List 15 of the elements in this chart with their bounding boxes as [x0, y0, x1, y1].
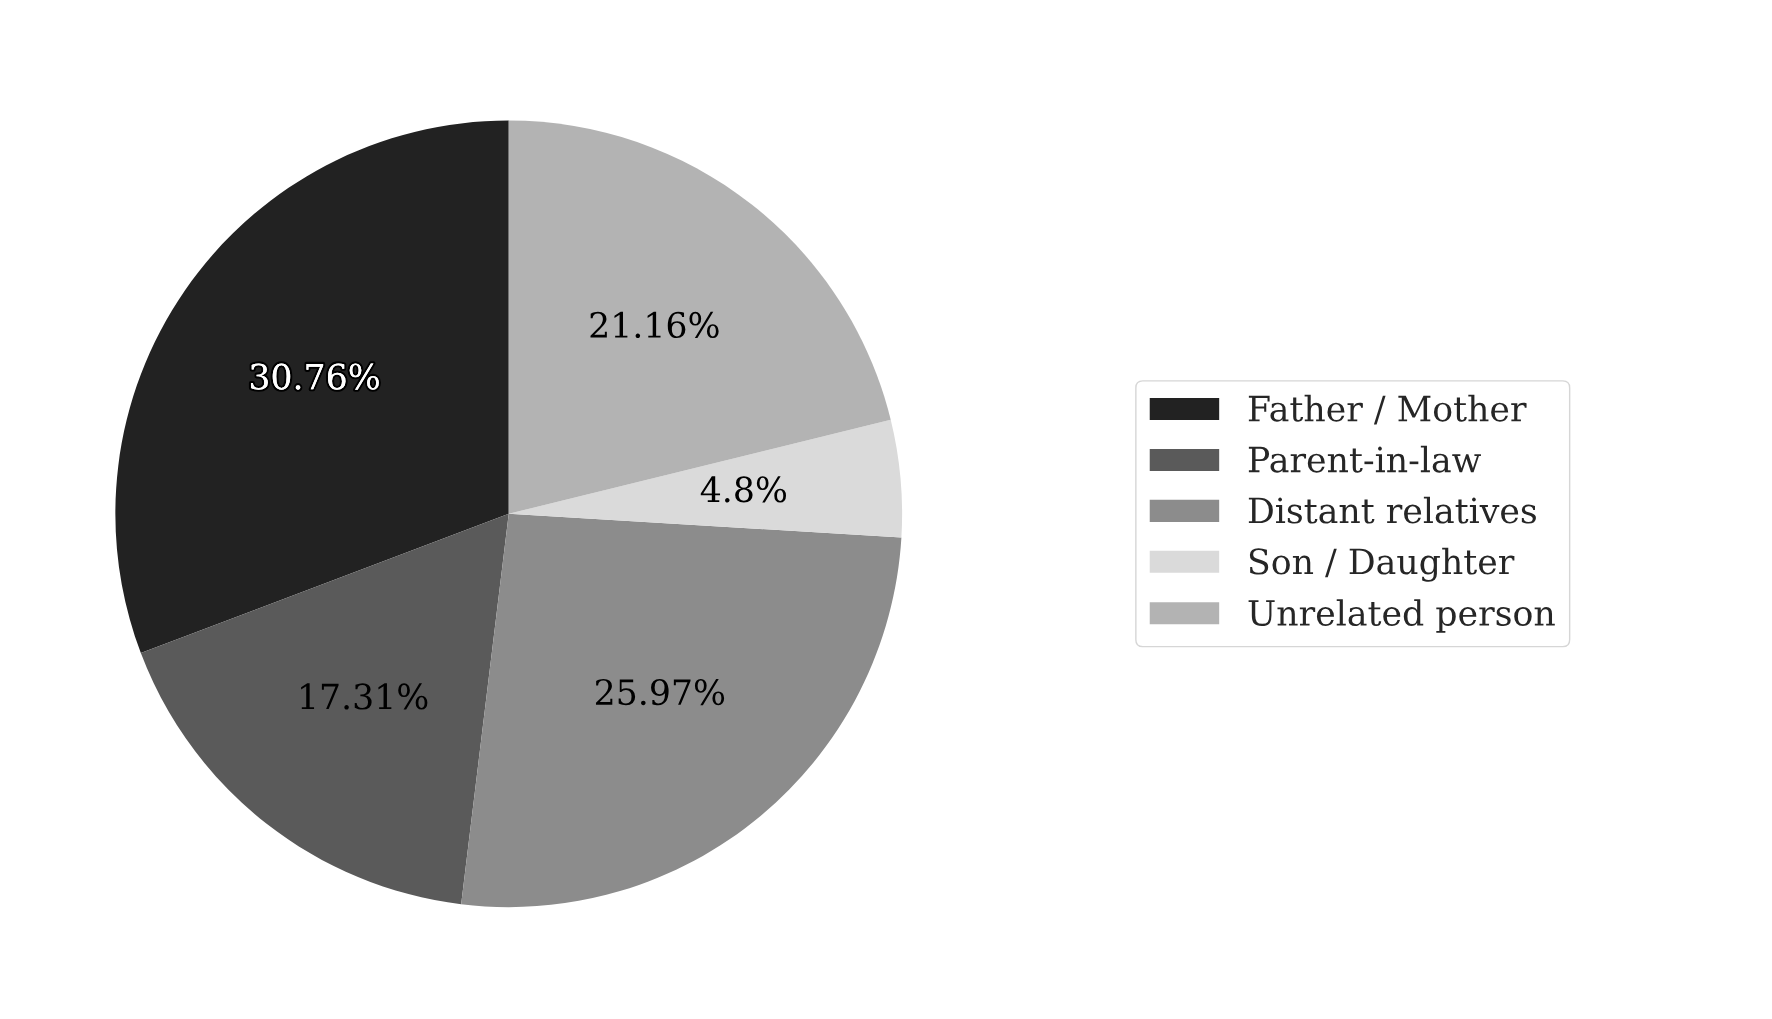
- data-label: 30.76%: [250, 363, 379, 390]
- pie-slice: [461, 513, 902, 908]
- pie-slice: [508, 419, 903, 538]
- legend-label: Distant relatives: [1248, 496, 1536, 524]
- legend-label: Son / Daughter: [1249, 547, 1515, 582]
- data-label: 21.16%: [590, 311, 719, 339]
- legend-label: Parent-in-law: [1248, 445, 1481, 473]
- pie-slice: [115, 120, 509, 654]
- data-label: 17.31%: [301, 683, 428, 710]
- data-label: 25.97%: [595, 678, 725, 706]
- legend-label: Unrelated person: [1248, 599, 1555, 633]
- pie-slice: [508, 120, 891, 514]
- legend-label: Father / Mother: [1248, 394, 1527, 425]
- data-label: 4.8%: [700, 476, 786, 503]
- pie-slice: [140, 513, 509, 905]
